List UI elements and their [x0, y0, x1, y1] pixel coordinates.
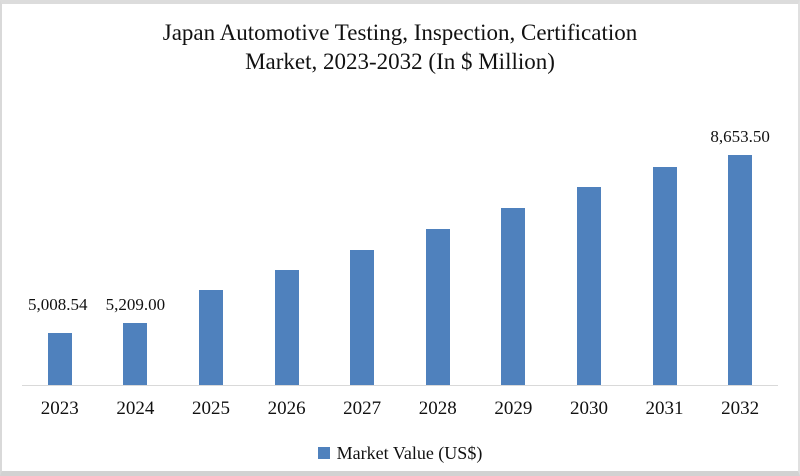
bar-2030	[576, 187, 601, 385]
plot-area: 5,008.54 5,209.00 8,653.50	[22, 128, 778, 386]
bar-slot-2024: 5,209.00	[98, 128, 174, 385]
bar-slot-2029	[476, 128, 552, 385]
bar-slot-2032: 8,653.50	[702, 128, 778, 385]
bar-slot-2027	[324, 128, 400, 385]
chart-title-line1: Japan Automotive Testing, Inspection, Ce…	[162, 20, 638, 45]
bar-slot-2028	[400, 128, 476, 385]
legend-marker-icon	[317, 447, 330, 459]
x-axis-label-2026: 2026	[267, 398, 306, 419]
bar-2031	[652, 166, 677, 385]
bar-slot-2026	[249, 128, 325, 385]
chart-title-line2: Market, 2023-2032 (In $ Million)	[245, 49, 555, 74]
x-axis-label-2024: 2024	[116, 398, 155, 419]
bar-2029	[501, 208, 526, 385]
legend-label: Market Value (US$)	[336, 443, 483, 463]
data-label-2024: 5,209.00	[105, 294, 166, 314]
legend: Market Value (US$)	[2, 441, 798, 465]
x-axis-labels: 2023 2024 2025 2026 2027 2028 2029 2030 2031 2032	[22, 397, 778, 421]
bar-2027	[350, 249, 375, 385]
bar-2026	[274, 269, 299, 385]
bar-2032	[728, 155, 753, 385]
bar-2024	[123, 322, 148, 385]
data-label-2032: 8,653.50	[710, 127, 770, 146]
x-axis-label-2032: 2032	[721, 398, 760, 419]
bar-2025	[198, 290, 223, 385]
chart-title: Japan Automotive Testing, Inspection, Ce…	[2, 18, 798, 76]
bar-2028	[425, 229, 450, 385]
bar-slot-2025	[173, 128, 249, 385]
x-axis-label-2028: 2028	[418, 398, 457, 419]
x-axis-label-2030: 2030	[569, 398, 608, 419]
bar-2023	[47, 333, 72, 385]
x-axis-label-2027: 2027	[343, 398, 382, 419]
x-axis-label-2023: 2023	[40, 398, 79, 419]
data-label-2023: 5,008.54	[28, 295, 88, 315]
bar-slot-2023: 5,008.54	[22, 128, 98, 385]
x-axis-label-2025: 2025	[191, 398, 230, 419]
bar-slot-2030	[551, 128, 627, 385]
x-axis-label-2031: 2031	[645, 398, 684, 419]
bar-slot-2031	[627, 128, 703, 385]
x-axis-label-2029: 2029	[494, 398, 533, 419]
